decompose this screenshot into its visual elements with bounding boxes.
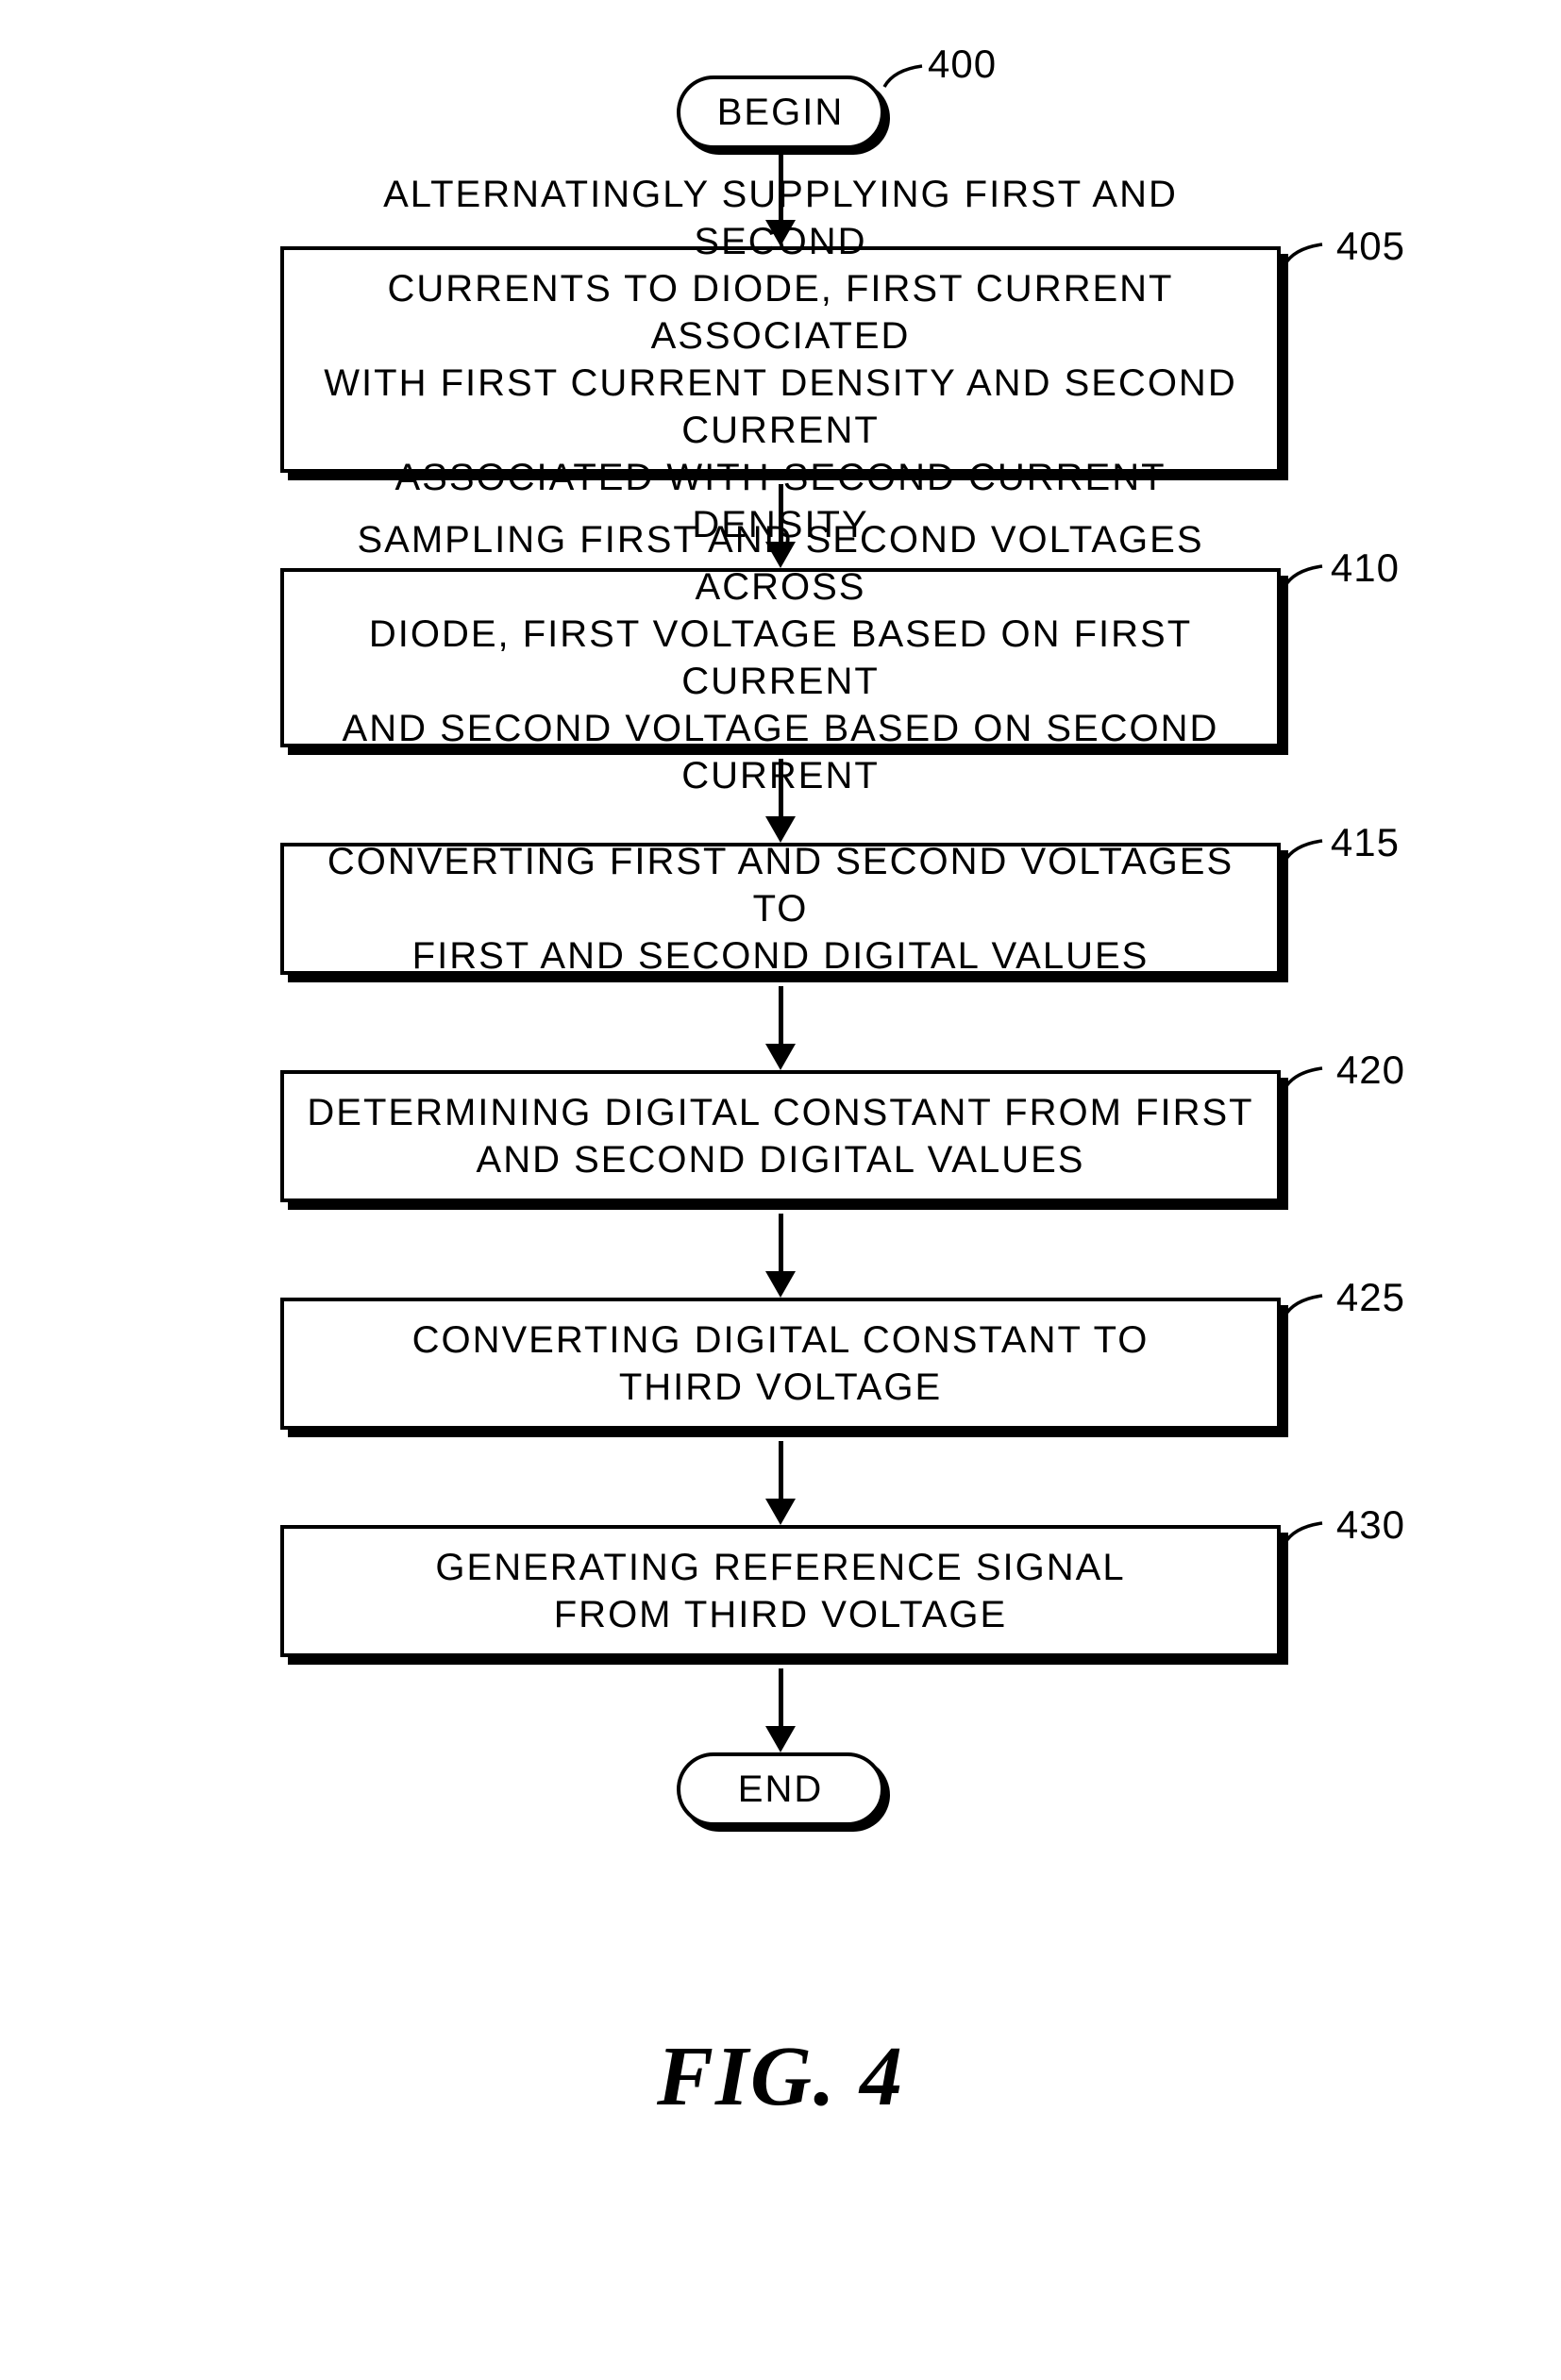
terminator-begin-label: BEGIN	[717, 92, 844, 134]
arrow-line	[779, 1441, 783, 1500]
leader-line-icon	[1283, 1292, 1324, 1318]
ref-label-begin: 400	[928, 42, 997, 87]
flowchart-container: BEGIN 400 ALTERNATINGLY SUPPLYING FIRST …	[280, 75, 1281, 1826]
process-block-wrap: CONVERTING DIGITAL CONSTANT TO THIRD VOL…	[280, 1298, 1281, 1430]
terminator-begin: BEGIN	[677, 75, 884, 149]
flow-arrow	[765, 986, 796, 1070]
ref-label: 420	[1336, 1048, 1405, 1093]
process-block-text: DETERMINING DIGITAL CONSTANT FROM FIRST …	[307, 1089, 1253, 1183]
arrow-head-icon	[765, 1044, 796, 1070]
ref-label: 430	[1336, 1502, 1405, 1548]
ref-label: 405	[1336, 224, 1405, 269]
arrow-line	[779, 986, 783, 1045]
leader-line-icon	[1283, 1519, 1324, 1546]
process-block: CONVERTING FIRST AND SECOND VOLTAGES TO …	[280, 843, 1281, 975]
figure-caption: FIG. 4	[657, 2028, 904, 2125]
flow-arrow	[765, 1214, 796, 1298]
terminator-end-wrap: END	[677, 1752, 884, 1826]
terminator-begin-wrap: BEGIN 400	[677, 75, 884, 149]
ref-label: 410	[1331, 545, 1400, 591]
process-block: DETERMINING DIGITAL CONSTANT FROM FIRST …	[280, 1070, 1281, 1202]
process-block-text: ALTERNATINGLY SUPPLYING FIRST AND SECOND…	[307, 171, 1254, 548]
arrow-line	[779, 1214, 783, 1272]
process-block-wrap: ALTERNATINGLY SUPPLYING FIRST AND SECOND…	[280, 246, 1281, 473]
process-block-wrap: DETERMINING DIGITAL CONSTANT FROM FIRST …	[280, 1070, 1281, 1202]
leader-line-icon	[1283, 241, 1324, 267]
process-block: ALTERNATINGLY SUPPLYING FIRST AND SECOND…	[280, 246, 1281, 473]
arrow-head-icon	[765, 1271, 796, 1298]
terminator-end-label: END	[738, 1768, 823, 1811]
process-block: SAMPLING FIRST AND SECOND VOLTAGES ACROS…	[280, 568, 1281, 747]
process-block-wrap: CONVERTING FIRST AND SECOND VOLTAGES TO …	[280, 843, 1281, 975]
process-block: CONVERTING DIGITAL CONSTANT TO THIRD VOL…	[280, 1298, 1281, 1430]
process-block-text: GENERATING REFERENCE SIGNAL FROM THIRD V…	[435, 1544, 1125, 1638]
terminator-end: END	[677, 1752, 884, 1826]
process-block-wrap: SAMPLING FIRST AND SECOND VOLTAGES ACROS…	[280, 568, 1281, 747]
leader-line-icon	[882, 62, 924, 89]
leader-line-icon	[1283, 1064, 1324, 1091]
ref-label: 415	[1331, 820, 1400, 865]
flow-arrow	[765, 1441, 796, 1525]
process-block: GENERATING REFERENCE SIGNAL FROM THIRD V…	[280, 1525, 1281, 1657]
ref-label: 425	[1336, 1275, 1405, 1320]
process-block-text: CONVERTING FIRST AND SECOND VOLTAGES TO …	[307, 838, 1254, 980]
arrow-head-icon	[765, 1726, 796, 1752]
process-block-text: SAMPLING FIRST AND SECOND VOLTAGES ACROS…	[307, 516, 1254, 799]
process-block-text: CONVERTING DIGITAL CONSTANT TO THIRD VOL…	[412, 1316, 1150, 1411]
process-block-wrap: GENERATING REFERENCE SIGNAL FROM THIRD V…	[280, 1525, 1281, 1657]
leader-line-icon	[1283, 562, 1324, 589]
leader-line-icon	[1283, 837, 1324, 863]
flow-arrow	[765, 1668, 796, 1752]
arrow-head-icon	[765, 1499, 796, 1525]
arrow-line	[779, 1668, 783, 1727]
